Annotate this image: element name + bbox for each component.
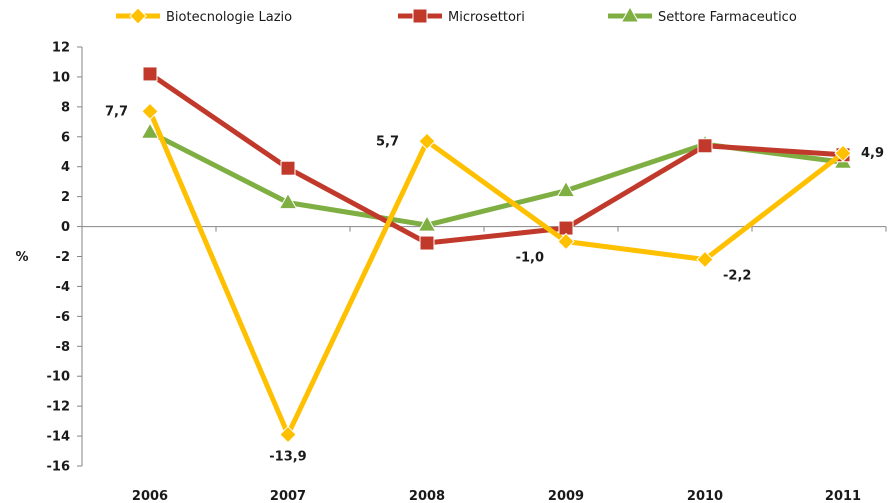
legend: Biotecnologie Lazio Microsettori Settore F… <box>116 5 797 25</box>
data-label: 7,7 <box>105 104 128 119</box>
y-tick-label: -12 <box>47 400 71 415</box>
y-tick-label: 0 <box>61 220 70 235</box>
legend-label: Biotecnologie Lazio <box>166 10 292 25</box>
data-point-marker <box>141 102 159 121</box>
data-point-marker <box>417 215 437 232</box>
y-tick-label: -6 <box>56 310 70 325</box>
y-tick-label: -4 <box>56 280 70 295</box>
data-labels: 7,7 -13,9 5,7 -1,0 -2,2 4,9 <box>105 104 884 464</box>
y-tick-label: -2 <box>56 250 70 265</box>
y-tick-label: -16 <box>47 460 71 475</box>
series-line <box>147 110 845 438</box>
x-tick-label: 2011 <box>825 489 861 503</box>
series-layer <box>140 66 853 444</box>
y-tick-label: 12 <box>52 41 70 56</box>
x-axis: 2006 2007 2008 2009 2010 2011 <box>81 226 887 503</box>
data-point-marker <box>696 250 714 269</box>
data-point-marker <box>697 138 713 154</box>
x-tick-label: 2007 <box>270 489 306 503</box>
legend-item: Settore Farmaceutico <box>608 5 797 25</box>
data-point-marker <box>140 122 160 139</box>
legend-marker <box>620 5 640 23</box>
data-label: -1,0 <box>516 251 544 266</box>
legend-label: Settore Farmaceutico <box>658 10 797 25</box>
y-tick-label: -10 <box>47 370 71 385</box>
x-tick-label: 2006 <box>132 489 168 503</box>
data-label: 5,7 <box>376 134 399 149</box>
legend-item: Microsettori <box>398 8 525 25</box>
y-tick-label: -8 <box>56 340 70 355</box>
legend-marker <box>412 8 428 24</box>
x-tick-label: 2009 <box>548 489 584 503</box>
data-label: -13,9 <box>269 450 306 465</box>
data-point-marker <box>419 235 435 251</box>
series-line <box>148 71 844 246</box>
legend-marker <box>129 7 147 25</box>
data-point-marker <box>142 66 158 82</box>
y-tick-label: 6 <box>61 130 70 145</box>
data-point-marker <box>280 160 296 176</box>
data-point-marker <box>278 192 298 210</box>
y-axis: 12 10 8 6 4 2 0 -2 -4 -6 -8 -10 -12 -14 -16 <box>47 41 83 475</box>
data-point-marker <box>834 144 852 162</box>
data-point-marker <box>418 132 436 150</box>
data-label: -2,2 <box>723 268 751 283</box>
legend-item: Biotecnologie Lazio <box>116 7 292 25</box>
y-tick-label: -14 <box>47 430 71 445</box>
y-axis-label: % <box>15 250 28 265</box>
x-tick-label: 2010 <box>687 489 723 503</box>
y-tick-label: 10 <box>52 70 70 85</box>
data-point-marker <box>279 425 297 444</box>
y-tick-label: 8 <box>61 100 70 115</box>
y-tick-label: 4 <box>61 160 70 175</box>
series-microsettori <box>142 66 851 251</box>
data-point-marker <box>557 232 575 251</box>
series-biotecnologie-lazio <box>141 102 852 444</box>
y-tick-label: 2 <box>61 190 70 205</box>
x-tick-label: 2008 <box>409 489 445 503</box>
legend-label: Microsettori <box>448 10 525 25</box>
data-point-marker <box>556 180 576 198</box>
data-label: 4,9 <box>861 146 884 161</box>
